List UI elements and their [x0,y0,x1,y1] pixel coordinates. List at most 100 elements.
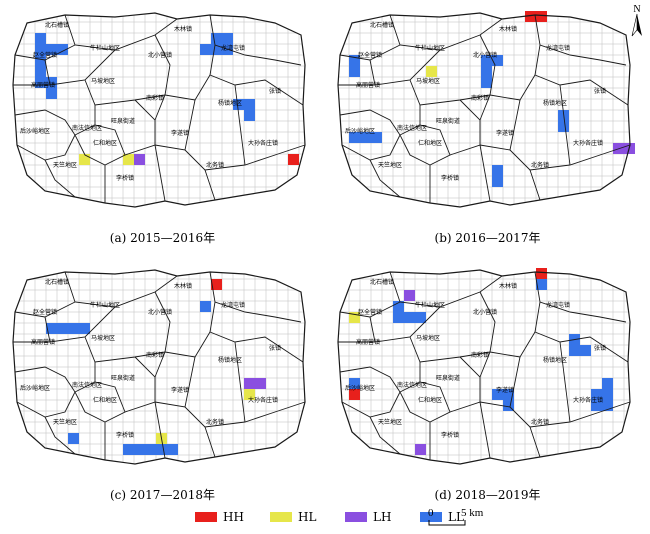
district-label: 杨镇地区 [218,356,242,364]
cluster-cell-ll [200,44,211,55]
district-label: 北石槽镇 [370,278,394,286]
cluster-cell-ll [492,55,503,66]
cluster-cell-ll [602,389,613,400]
district-label: 赵全营镇 [33,308,57,316]
district-boundary [44,49,116,86]
district-label: 木林镇 [174,25,192,33]
district-boundary [529,169,541,201]
cluster-cell-ll [349,378,360,389]
district-boundary [84,79,166,106]
district-boundary [409,79,491,106]
district-label: 南彩镇 [471,351,489,359]
cluster-cell-ll [536,279,547,290]
district-boundary [44,306,116,343]
district-label: 大孙各庄镇 [573,139,603,147]
district-label: 高丽营镇 [31,338,55,346]
cluster-cell-hl [244,389,255,400]
district-label: 牛栏山地区 [90,44,120,52]
cluster-cell-ll [233,99,244,110]
caption-a: (a) 2015—2016年 [109,231,216,245]
cluster-cell-ll [481,66,492,77]
cluster-cell-ll [393,301,404,312]
county-outline [337,12,631,208]
district-label: 高丽营镇 [356,338,380,346]
map-panel-b: 北石槽镇 牛栏山地区 木林镇 赵全营镇 北小营镇 龙湾屯镇 高丽营镇 马坡地区 南彩镇 杨镇地区 张… [330,5,645,220]
cluster-cell-ll [167,444,178,455]
legend-item-ll: LL [420,510,464,524]
district-label: 北务镇 [531,418,549,426]
district-label: 南法信地区 [397,381,427,389]
district-label: 赵全营镇 [358,51,382,59]
district-boundary [534,14,627,66]
district-boundary [559,84,571,166]
cluster-cell-hh [288,154,299,165]
district-label: 龙湾屯镇 [221,44,245,52]
cluster-cell-ll [503,400,514,411]
district-boundary [154,34,171,121]
cluster-cell-ll [580,345,591,356]
district-label: 旺泉街道 [436,117,460,125]
cluster-cell-ll [57,323,68,334]
district-boundary [204,426,216,458]
district-label: 李桥镇 [116,431,134,439]
district-label: 李桥镇 [441,431,459,439]
district-label: 大孙各庄镇 [248,139,278,147]
district-boundary [154,291,171,378]
cluster-cell-ll [360,132,371,143]
district-label: 牛栏山地区 [415,301,445,309]
district-boundary [479,291,496,378]
cluster-cell-ll [492,165,503,176]
cluster-cell-hh [211,279,222,290]
district-label: 北务镇 [206,161,224,169]
district-boundary [449,356,481,413]
district-label: 张镇 [594,87,606,95]
cluster-cell-hh [349,389,360,400]
district-label: 南法信地区 [72,381,102,389]
district-boundary [209,271,302,323]
cluster-cell-ll [57,44,68,55]
district-label: 李遂镇 [171,386,189,394]
district-label: 杨镇地区 [543,356,567,364]
district-label: 北小营镇 [473,308,497,316]
district-boundary [154,144,166,202]
district-label: 杨镇地区 [543,99,567,107]
cluster-cell-ll [503,389,514,400]
district-label: 赵全营镇 [358,308,382,316]
cluster-cell-ll [145,444,156,455]
district-label: 赵全营镇 [33,51,57,59]
cluster-cell-ll [393,312,404,323]
cluster-cell-ll [68,323,79,334]
district-label: 高丽营镇 [31,81,55,89]
district-boundary [204,169,216,201]
caption-b: (b) 2016—2017年 [434,231,541,245]
cluster-cell-lh [134,154,145,165]
district-label: 仁和地区 [418,139,442,147]
district-boundary [234,341,246,423]
legend-swatch-lh [345,512,367,522]
district-boundary [559,341,571,423]
cluster-cell-ll [211,33,222,44]
district-boundary [44,159,76,198]
district-label: 张镇 [269,87,281,95]
district-label: 北小营镇 [148,51,172,59]
district-boundary [534,271,627,323]
legend-label-lh: LH [373,510,392,524]
district-boundary [369,306,441,343]
district-label: 仁和地区 [93,396,117,404]
caption-c: (c) 2017—2018年 [110,488,215,502]
district-label: 南彩镇 [471,94,489,102]
legend-label-hl: HL [298,510,317,524]
district-label: 张镇 [594,344,606,352]
district-boundary [84,336,166,363]
district-label: 北石槽镇 [370,21,394,29]
legend: HH HL LH LL [185,510,645,530]
district-label: 天竺地区 [53,161,77,169]
cluster-cell-ll [492,389,503,400]
cluster-cell-ll [35,44,46,55]
caption-d: (d) 2018—2019年 [434,488,541,502]
district-boundary [479,144,491,202]
north-arrow: N [626,2,648,38]
cluster-cell-lh [415,444,426,455]
